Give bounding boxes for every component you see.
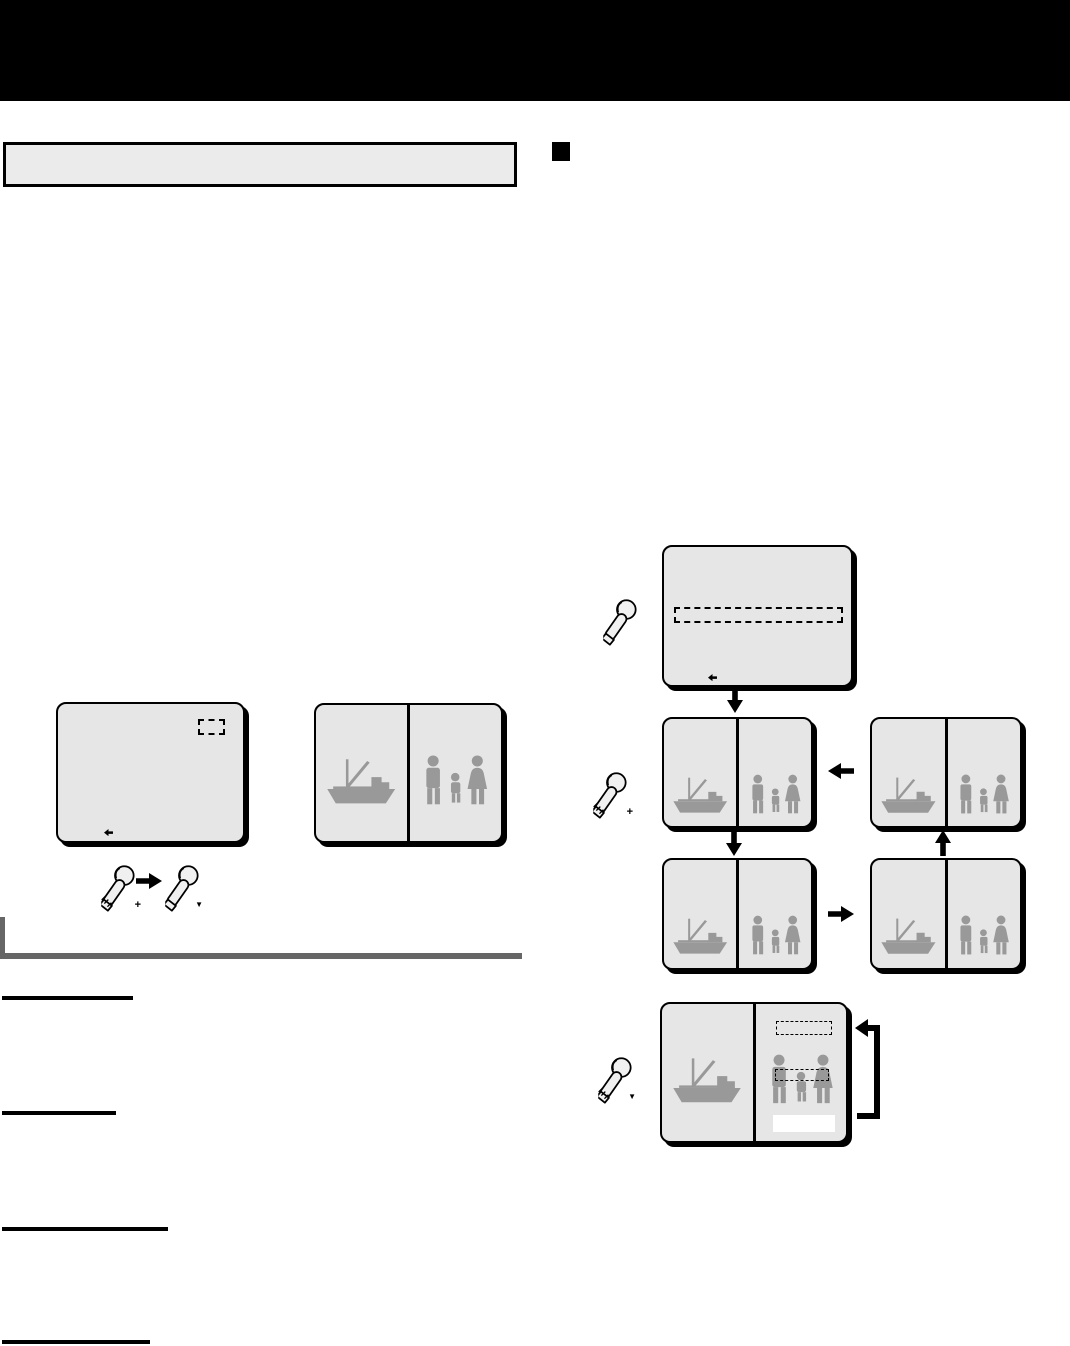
- menu-screen-right: [662, 545, 853, 687]
- section-bullet-icon: [552, 142, 570, 161]
- ship-icon: [878, 733, 939, 829]
- cell-ship: [662, 1004, 753, 1141]
- plus-mark: +: [626, 806, 633, 818]
- press-button-icon: [602, 598, 640, 646]
- heading-underline-1: [2, 996, 133, 1000]
- section-rule-vertical: [0, 917, 5, 955]
- flow-arrow-right-icon: [828, 906, 854, 922]
- ship-icon: [670, 733, 730, 829]
- heading-underline-2: [2, 1111, 116, 1115]
- family-icon: [953, 733, 1014, 829]
- menu-screen-left: [56, 702, 245, 843]
- ship-icon: [323, 719, 399, 842]
- down-mark: ▼: [628, 1092, 636, 1101]
- down-mark: ▼: [195, 900, 203, 909]
- cell-ship: [316, 705, 407, 842]
- quad-screen-top-left: [662, 717, 813, 828]
- cell-ship: [872, 719, 945, 829]
- cell-family: [739, 860, 811, 971]
- family-icon: [745, 874, 805, 971]
- press-motion-lines: [100, 864, 138, 912]
- cell-family: [947, 860, 1020, 971]
- flow-arrow-down-icon: [726, 830, 742, 856]
- loop-arrow-icon: [855, 1019, 885, 1125]
- selection-dashed-bar-top: [776, 1021, 832, 1035]
- quad-screen-left: [314, 703, 503, 843]
- cell-ship: [664, 719, 736, 829]
- cell-family: [410, 705, 501, 842]
- selection-dashed-bar-middle: [775, 1069, 829, 1081]
- cell-family: [947, 719, 1020, 829]
- title-box: [3, 142, 517, 187]
- arrow-right-icon: [136, 873, 162, 889]
- flow-arrow-left-icon: [828, 763, 854, 779]
- family-icon: [953, 874, 1014, 971]
- heading-underline-4: [2, 1340, 150, 1344]
- quad-screen-bottom-left: [662, 858, 813, 970]
- quad-screen-large: [660, 1002, 848, 1143]
- header-bar: [0, 0, 1070, 101]
- ship-icon: [670, 874, 730, 971]
- press-button-plus-icon: +: [100, 864, 141, 912]
- ship-icon: [669, 1018, 745, 1141]
- cursor-arrow-icon: [708, 668, 717, 676]
- ship-icon: [878, 874, 939, 971]
- press-motion-lines: [592, 771, 630, 819]
- white-patch: [773, 1115, 835, 1132]
- cell-ship: [664, 860, 736, 971]
- family-icon: [745, 733, 805, 829]
- flow-arrow-up-icon: [935, 830, 951, 856]
- press-button-down-icon: ▼: [164, 864, 203, 912]
- cell-family: [739, 719, 811, 829]
- press-button-down-icon: ▼: [597, 1056, 636, 1104]
- quad-screen-top-right: [870, 717, 1022, 828]
- selection-dashed-box: [198, 719, 225, 735]
- quad-screen-bottom-right: [870, 858, 1022, 970]
- plus-mark: +: [134, 899, 141, 911]
- heading-underline-3: [2, 1227, 168, 1231]
- section-rule-horizontal: [0, 953, 522, 959]
- cursor-arrow-icon: [104, 823, 113, 831]
- cell-ship: [872, 860, 945, 971]
- press-button-plus-icon: +: [592, 771, 633, 819]
- selection-dashed-bar: [674, 607, 843, 623]
- flow-arrow-down-icon: [727, 687, 743, 713]
- family-icon: [417, 719, 493, 842]
